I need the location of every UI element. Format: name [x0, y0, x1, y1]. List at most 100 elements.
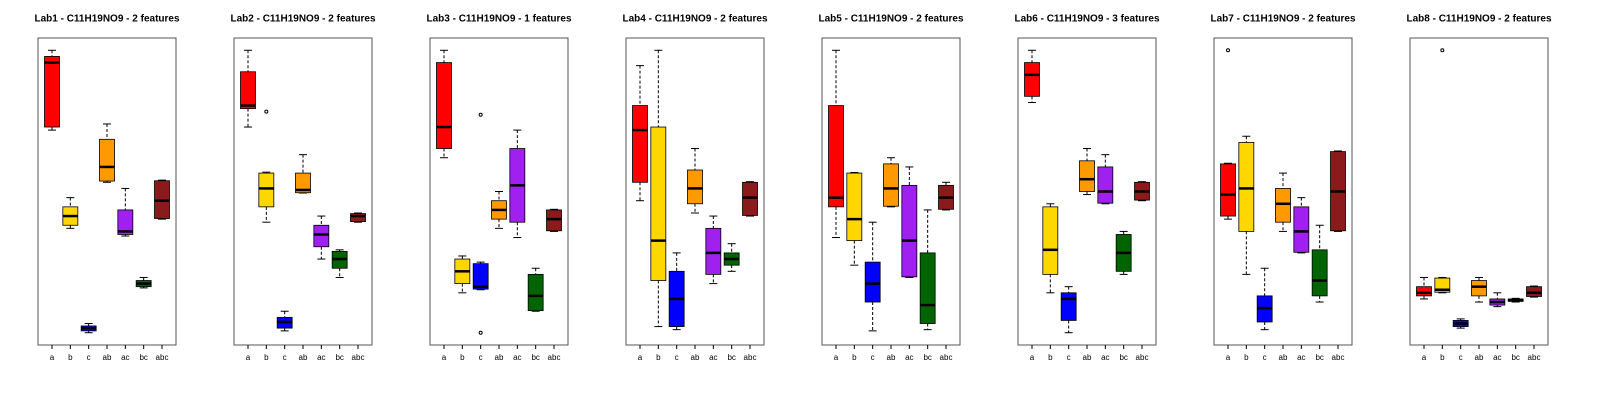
x-tick-label: c — [479, 353, 483, 362]
x-tick-label: ab — [1279, 353, 1288, 362]
box — [1060, 292, 1077, 321]
x-tick-label: abc — [1136, 353, 1149, 362]
outlier — [1440, 48, 1445, 53]
x-tick-label: ab — [103, 353, 112, 362]
x-tick-label: a — [50, 353, 55, 362]
x-tick-label: a — [1030, 353, 1035, 362]
box — [350, 213, 366, 222]
box — [240, 71, 256, 110]
box — [258, 172, 275, 208]
x-tick-label: b — [1048, 353, 1053, 362]
panel-title: Lab4 - C11H19NO9 - 2 features — [622, 14, 767, 25]
x-tick-label: bc — [139, 353, 147, 362]
x-tick-label: abc — [1528, 353, 1541, 362]
x-tick-label: bc — [1119, 353, 1127, 362]
x-tick-label: b — [264, 353, 269, 362]
x-tick-label: ac — [709, 353, 717, 362]
box — [295, 172, 311, 194]
x-tick-label: bc — [923, 353, 931, 362]
x-tick-label: ab — [887, 353, 896, 362]
x-tick-label: ac — [1297, 353, 1305, 362]
x-tick-label: ab — [1475, 353, 1484, 362]
x-tick-label: bc — [335, 353, 343, 362]
x-tick-label: ab — [1083, 353, 1092, 362]
box — [99, 138, 115, 182]
x-tick-label: abc — [940, 353, 953, 362]
box — [1024, 62, 1040, 97]
x-tick-label: b — [68, 353, 73, 362]
x-tick-label: b — [460, 353, 465, 362]
x-tick-label: c — [1459, 353, 1463, 362]
x-tick-label: ac — [1493, 353, 1501, 362]
box — [1471, 280, 1487, 297]
x-tick-label: c — [283, 353, 287, 362]
panel-title: Lab1 - C11H19NO9 - 2 features — [34, 14, 179, 25]
box — [1097, 166, 1114, 204]
box — [1079, 160, 1095, 192]
panel-title: Lab6 - C11H19NO9 - 3 features — [1014, 14, 1159, 25]
box — [1042, 206, 1059, 275]
panel-title: Lab3 - C11H19NO9 - 1 features — [426, 14, 571, 25]
x-tick-label: abc — [1332, 353, 1345, 362]
x-tick-label: c — [675, 353, 679, 362]
box — [436, 62, 452, 149]
x-tick-label: abc — [352, 353, 365, 362]
x-tick-label: ac — [1101, 353, 1109, 362]
x-tick-label: ac — [121, 353, 129, 362]
box — [117, 209, 134, 235]
x-tick-label: a — [246, 353, 251, 362]
box — [828, 105, 844, 208]
x-tick-label: abc — [744, 353, 757, 362]
x-tick-label: ab — [495, 353, 504, 362]
box — [846, 172, 863, 242]
box — [901, 184, 918, 278]
x-tick-label: a — [834, 353, 839, 362]
box — [1416, 286, 1432, 297]
x-tick-label: ab — [299, 353, 308, 362]
box — [1220, 163, 1236, 217]
x-tick-label: a — [1226, 353, 1231, 362]
x-tick-label: ac — [513, 353, 521, 362]
outlier — [264, 109, 269, 114]
box — [1275, 188, 1291, 223]
x-tick-label: c — [87, 353, 91, 362]
x-tick-label: a — [1422, 353, 1427, 362]
x-tick-label: b — [656, 353, 661, 362]
x-tick-label: ac — [317, 353, 325, 362]
x-tick-label: ac — [905, 353, 913, 362]
box — [632, 105, 648, 183]
x-tick-label: b — [1244, 353, 1249, 362]
x-tick-label: b — [1440, 353, 1445, 362]
x-tick-label: ab — [691, 353, 700, 362]
box — [919, 252, 936, 324]
box — [313, 224, 330, 248]
box — [1238, 141, 1255, 232]
x-tick-label: c — [1263, 353, 1267, 362]
x-tick-label: abc — [156, 353, 169, 362]
box — [864, 261, 881, 303]
x-tick-label: c — [1067, 353, 1071, 362]
outlier — [478, 330, 483, 335]
box — [472, 263, 489, 290]
panel-title: Lab8 - C11H19NO9 - 2 features — [1406, 14, 1551, 25]
x-tick-label: a — [442, 353, 447, 362]
x-tick-label: abc — [548, 353, 561, 362]
x-tick-label: bc — [1315, 353, 1323, 362]
outlier — [1226, 48, 1230, 53]
outlier — [478, 112, 483, 117]
box — [705, 227, 722, 275]
box — [1293, 206, 1310, 253]
box — [1311, 249, 1328, 297]
panel-title: Lab5 - C11H19NO9 - 2 features — [818, 14, 963, 25]
box — [687, 169, 703, 205]
panel-title: Lab2 - C11H19NO9 - 2 features — [230, 14, 375, 25]
x-tick-label: bc — [727, 353, 735, 362]
box — [527, 273, 544, 312]
x-tick-label: a — [638, 353, 643, 362]
x-tick-label: b — [852, 353, 857, 362]
x-tick-label: bc — [531, 353, 539, 362]
box — [883, 163, 899, 207]
panel-title: Lab7 - C11H19NO9 - 2 features — [1210, 14, 1355, 25]
box — [44, 56, 60, 128]
